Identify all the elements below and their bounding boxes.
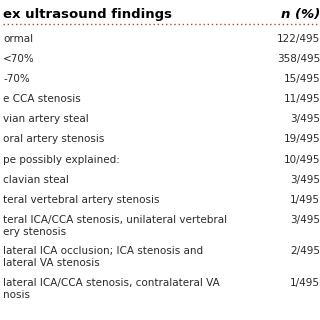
Text: lateral ICA occlusion; ICA stenosis and
lateral VA stenosis: lateral ICA occlusion; ICA stenosis and … <box>3 246 203 268</box>
Text: vian artery steal: vian artery steal <box>3 114 89 124</box>
Text: -70%: -70% <box>3 74 30 84</box>
Text: 11/495: 11/495 <box>284 94 320 104</box>
Text: 10/495: 10/495 <box>284 155 320 164</box>
Text: ormal: ormal <box>3 34 33 44</box>
Text: 15/495: 15/495 <box>284 74 320 84</box>
Text: n (%): n (%) <box>281 8 320 21</box>
Text: 1/495: 1/495 <box>290 278 320 288</box>
Text: oral artery stenosis: oral artery stenosis <box>3 134 105 144</box>
Text: e CCA stenosis: e CCA stenosis <box>3 94 81 104</box>
Text: lateral ICA/CCA stenosis, contralateral VA
nosis: lateral ICA/CCA stenosis, contralateral … <box>3 278 220 300</box>
Text: 1/495: 1/495 <box>290 195 320 205</box>
Text: clavian steal: clavian steal <box>3 175 69 185</box>
Text: <70%: <70% <box>3 54 35 64</box>
Text: ex ultrasound findings: ex ultrasound findings <box>3 8 172 21</box>
Text: 3/495: 3/495 <box>290 114 320 124</box>
Text: 122/495: 122/495 <box>277 34 320 44</box>
Text: teral vertebral artery stenosis: teral vertebral artery stenosis <box>3 195 160 205</box>
Text: 358/495: 358/495 <box>277 54 320 64</box>
Text: 3/495: 3/495 <box>290 175 320 185</box>
Text: 3/495: 3/495 <box>290 215 320 225</box>
Text: 2/495: 2/495 <box>290 246 320 256</box>
Text: teral ICA/CCA stenosis, unilateral vertebral
ery stenosis: teral ICA/CCA stenosis, unilateral verte… <box>3 215 227 237</box>
Text: 19/495: 19/495 <box>284 134 320 144</box>
Text: pe possibly explained:: pe possibly explained: <box>3 155 120 164</box>
